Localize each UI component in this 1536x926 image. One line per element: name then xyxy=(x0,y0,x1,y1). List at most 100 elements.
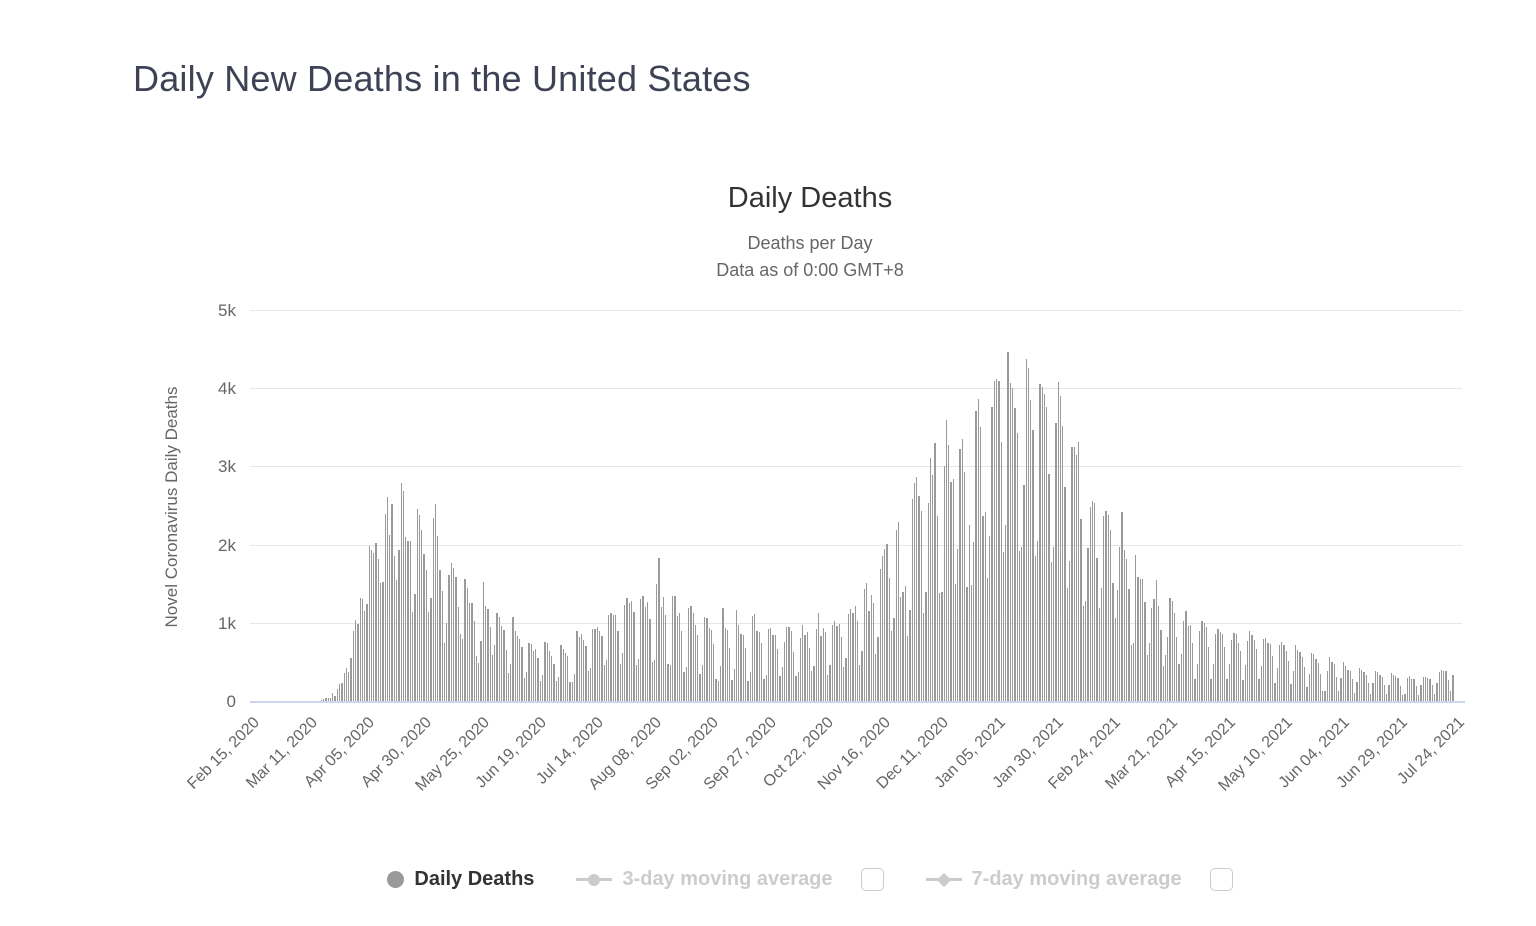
bar[interactable] xyxy=(986,578,989,702)
bar[interactable] xyxy=(380,582,382,702)
bar[interactable] xyxy=(418,515,421,702)
bar[interactable] xyxy=(1148,643,1151,702)
bar[interactable] xyxy=(932,475,934,702)
bar[interactable] xyxy=(795,676,797,702)
bar[interactable] xyxy=(770,628,772,702)
bar[interactable] xyxy=(984,511,987,702)
bar[interactable] xyxy=(348,671,350,702)
bar[interactable] xyxy=(703,617,706,702)
bar[interactable] xyxy=(1326,670,1329,702)
bar[interactable] xyxy=(688,607,690,702)
bar[interactable] xyxy=(658,557,660,702)
bar[interactable] xyxy=(1333,663,1336,702)
bar[interactable] xyxy=(815,629,818,702)
bar[interactable] xyxy=(1415,686,1418,702)
bar[interactable] xyxy=(970,584,973,702)
bar[interactable] xyxy=(1306,687,1308,702)
bar[interactable] xyxy=(334,695,336,702)
bar[interactable] xyxy=(469,603,471,702)
bar[interactable] xyxy=(1308,674,1311,702)
bar[interactable] xyxy=(478,662,480,702)
bar[interactable] xyxy=(1253,640,1256,702)
bar[interactable] xyxy=(507,672,510,702)
bar[interactable] xyxy=(740,633,742,702)
bar[interactable] xyxy=(1199,631,1201,702)
bar[interactable] xyxy=(548,651,551,702)
bar[interactable] xyxy=(847,613,850,702)
legend-checkbox-3day[interactable] xyxy=(860,868,884,891)
bar[interactable] xyxy=(1258,678,1260,702)
bar[interactable] xyxy=(443,643,446,702)
bar[interactable] xyxy=(950,481,952,702)
bar[interactable] xyxy=(1059,396,1062,702)
bar[interactable] xyxy=(341,682,343,702)
bar[interactable] xyxy=(386,497,389,702)
legend-item-3day-moving-average[interactable]: 3-day moving average xyxy=(576,868,884,891)
bar[interactable] xyxy=(1128,588,1130,702)
bar[interactable] xyxy=(393,556,396,702)
bar[interactable] xyxy=(797,671,800,702)
bar[interactable] xyxy=(560,645,562,702)
bar[interactable] xyxy=(1132,642,1135,702)
bar[interactable] xyxy=(544,641,546,702)
bar[interactable] xyxy=(881,555,884,702)
bar[interactable] xyxy=(1262,638,1265,702)
bar[interactable] xyxy=(583,639,585,702)
bar[interactable] xyxy=(1078,441,1080,702)
bar[interactable] xyxy=(941,592,943,702)
bar[interactable] xyxy=(457,606,460,702)
bar[interactable] xyxy=(1105,510,1107,702)
bar[interactable] xyxy=(820,636,822,702)
bar[interactable] xyxy=(676,616,679,702)
bar[interactable] xyxy=(1107,515,1110,702)
bar[interactable] xyxy=(667,664,669,702)
bar[interactable] xyxy=(1408,676,1411,702)
bar[interactable] xyxy=(982,516,984,702)
bar[interactable] xyxy=(1411,678,1413,702)
bar[interactable] xyxy=(918,495,920,702)
bar[interactable] xyxy=(375,542,377,702)
bar[interactable] xyxy=(500,625,503,702)
bar[interactable] xyxy=(1331,661,1333,702)
bar[interactable] xyxy=(1424,676,1427,702)
bar[interactable] xyxy=(1208,647,1210,702)
bar[interactable] xyxy=(573,674,576,702)
bar[interactable] xyxy=(1287,660,1290,702)
bar[interactable] xyxy=(1278,644,1281,702)
bar[interactable] xyxy=(505,649,508,702)
bar[interactable] xyxy=(1313,653,1315,702)
bar[interactable] xyxy=(587,670,590,702)
bar[interactable] xyxy=(1292,670,1295,702)
bar[interactable] xyxy=(567,656,569,702)
bar[interactable] xyxy=(1376,672,1379,702)
bar[interactable] xyxy=(1335,676,1338,702)
bar[interactable] xyxy=(523,678,526,702)
bar[interactable] xyxy=(400,482,403,702)
bar[interactable] xyxy=(475,655,478,702)
legend-item-7day-moving-average[interactable]: 7-day moving average xyxy=(925,868,1233,891)
bar[interactable] xyxy=(368,545,371,702)
bar[interactable] xyxy=(1171,600,1174,702)
bar[interactable] xyxy=(1180,653,1183,702)
bar[interactable] xyxy=(350,658,352,702)
bar[interactable] xyxy=(635,664,638,702)
bar[interactable] xyxy=(359,598,362,702)
bar[interactable] xyxy=(995,378,998,702)
bar[interactable] xyxy=(1073,446,1076,702)
bar[interactable] xyxy=(1116,590,1119,702)
bar[interactable] xyxy=(1068,560,1071,702)
bar[interactable] xyxy=(1429,678,1431,702)
bar[interactable] xyxy=(329,698,332,702)
bar[interactable] xyxy=(610,613,612,702)
bar[interactable] xyxy=(551,655,553,702)
bar[interactable] xyxy=(439,570,441,702)
bar[interactable] xyxy=(532,651,535,702)
bar[interactable] xyxy=(774,635,777,702)
bar[interactable] xyxy=(539,681,542,702)
bar[interactable] xyxy=(649,619,651,702)
bar[interactable] xyxy=(884,548,886,702)
bar[interactable] xyxy=(1041,386,1044,702)
bar[interactable] xyxy=(1381,676,1384,702)
bar[interactable] xyxy=(827,675,829,702)
bar[interactable] xyxy=(592,628,594,702)
